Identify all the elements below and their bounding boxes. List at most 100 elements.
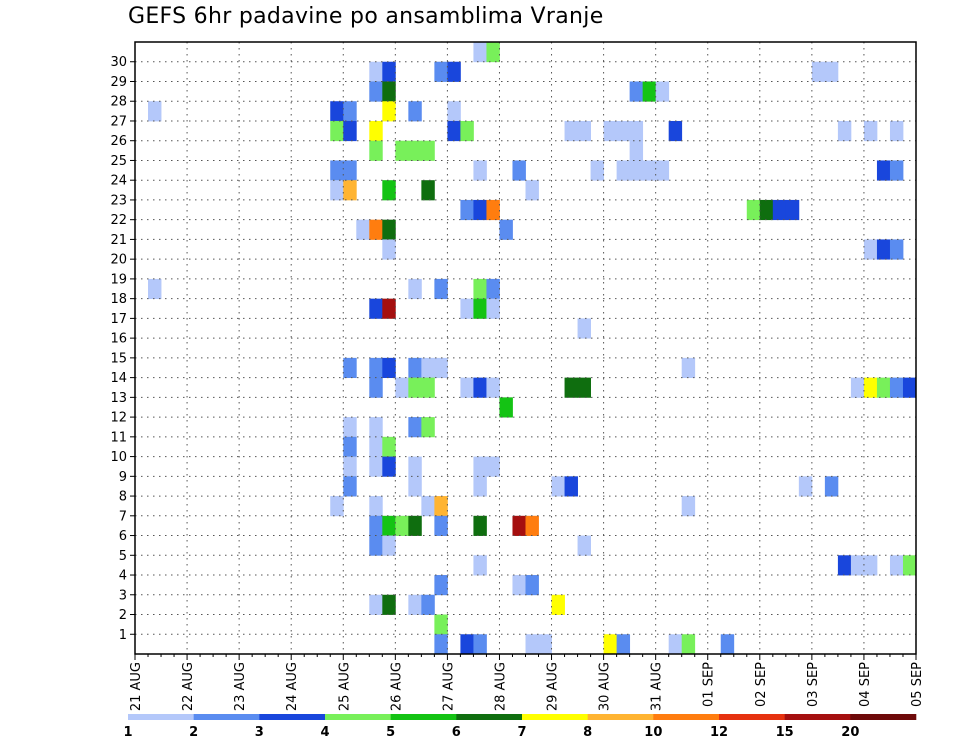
colorbar-label: 15 <box>776 725 794 740</box>
colorbar-swatch <box>259 714 326 720</box>
heatmap-cell <box>629 160 644 181</box>
heatmap-cell <box>369 594 383 615</box>
x-tick-label: 31 AUG <box>650 662 665 711</box>
heatmap-cell <box>369 515 383 536</box>
heatmap-cell <box>486 377 500 398</box>
heatmap-cell <box>369 219 383 240</box>
colorbar: 1 2 3 4 5 6 7 8 10 12 15 20 <box>123 714 917 740</box>
heatmap-cell <box>382 239 396 260</box>
heatmap-cell <box>330 496 344 517</box>
heatmap-cell <box>525 180 539 201</box>
colorbar-label: 1 <box>123 725 132 740</box>
heatmap-cell <box>512 575 526 596</box>
heatmap-cell <box>343 417 357 438</box>
heatmap-cell <box>577 318 591 339</box>
colorbar-label: 2 <box>189 725 198 740</box>
heatmap-cell <box>525 634 539 655</box>
colorbar-label: 20 <box>841 725 859 740</box>
heatmap-cell <box>369 456 383 477</box>
x-tick-label: 29 AUG <box>546 662 561 711</box>
heatmap-cell <box>863 377 878 398</box>
heatmap-cell <box>382 180 396 201</box>
heatmap-cell <box>655 160 670 181</box>
heatmap-cell <box>486 199 500 221</box>
heatmap-cell <box>486 278 500 300</box>
y-tick-label: 22 <box>110 213 127 228</box>
heatmap-cell <box>434 634 448 655</box>
y-tick-label: 27 <box>110 114 127 129</box>
y-tick-label: 16 <box>110 332 127 347</box>
heatmap-cell <box>811 61 826 82</box>
colorbar-swatch <box>522 714 588 720</box>
x-tick-label: 30 AUG <box>598 662 613 711</box>
heatmap-cell <box>499 219 513 240</box>
heatmap-cell <box>577 535 591 556</box>
heatmap-cell <box>512 515 526 536</box>
colorbar-label: 10 <box>644 725 662 740</box>
colorbar-swatch <box>784 714 851 720</box>
heatmap-cell <box>421 377 435 398</box>
heatmap-cell <box>863 120 878 142</box>
heatmap-cell <box>434 278 448 300</box>
heatmap-cell <box>850 555 865 576</box>
y-tick-label: 12 <box>110 411 127 426</box>
heatmap-cell <box>876 377 891 398</box>
heatmap-cell <box>473 515 487 536</box>
heatmap-cell <box>486 456 500 477</box>
heatmap-cell <box>343 456 357 477</box>
heatmap-cell <box>434 515 448 536</box>
heatmap-cell <box>850 377 865 398</box>
y-tick-label: 9 <box>119 470 127 485</box>
heatmap-cell <box>564 120 578 142</box>
heatmap-cell <box>408 278 422 300</box>
y-tick-label: 15 <box>110 351 127 366</box>
y-tick-label: 29 <box>110 75 127 90</box>
heatmap-cell <box>343 436 357 457</box>
heatmap-cell <box>642 81 657 102</box>
heatmap-cell <box>421 594 435 615</box>
heatmap-cell <box>330 101 344 122</box>
colorbar-swatch <box>325 714 391 720</box>
heatmap-cell <box>473 476 487 497</box>
heatmap-cell <box>473 377 487 398</box>
plot-frame <box>134 41 917 655</box>
heatmap-cell <box>525 515 539 536</box>
x-tick-label: 22 AUG <box>181 662 196 711</box>
heatmap-cell <box>148 278 162 300</box>
heatmap-cell <box>460 120 474 142</box>
y-tick-label: 20 <box>110 253 127 268</box>
heatmap-cell <box>330 120 344 142</box>
heatmap-cell <box>408 594 422 615</box>
x-tick-label: 26 AUG <box>389 662 404 711</box>
heatmap-cell <box>785 199 800 221</box>
heatmap-cell <box>369 377 383 398</box>
heatmap-cell <box>369 417 383 438</box>
colorbar-label: 7 <box>517 725 526 740</box>
x-tick-label: 02 SEP <box>754 662 769 707</box>
heatmap-cell <box>382 61 396 82</box>
heatmap-cell <box>629 120 644 142</box>
x-tick-label: 23 AUG <box>233 662 248 711</box>
y-tick-label: 11 <box>110 430 127 445</box>
heatmap-cell <box>824 476 839 497</box>
heatmap-cell <box>577 377 591 398</box>
heatmap-cell <box>460 298 474 319</box>
y-tick-label: 1 <box>119 628 127 643</box>
heatmap-cell <box>668 120 683 142</box>
heatmap-cell <box>473 199 487 221</box>
colorbar-swatch <box>128 714 194 720</box>
chart-title: GEFS 6hr padavine po ansamblima Vranje <box>128 4 604 29</box>
heatmap-cell <box>343 180 357 201</box>
x-tick-label: 01 SEP <box>702 662 717 707</box>
heatmap-cell <box>434 61 448 82</box>
heatmap-cell <box>382 436 396 457</box>
heatmap-cell <box>902 377 917 398</box>
heatmap-cell <box>343 101 357 122</box>
y-tick-label: 2 <box>119 608 127 623</box>
heatmap-cell <box>473 298 487 319</box>
heatmap-cell <box>473 42 487 63</box>
heatmap-cell <box>681 357 696 379</box>
heatmap-cell <box>369 357 383 379</box>
heatmap-cell <box>616 634 631 655</box>
